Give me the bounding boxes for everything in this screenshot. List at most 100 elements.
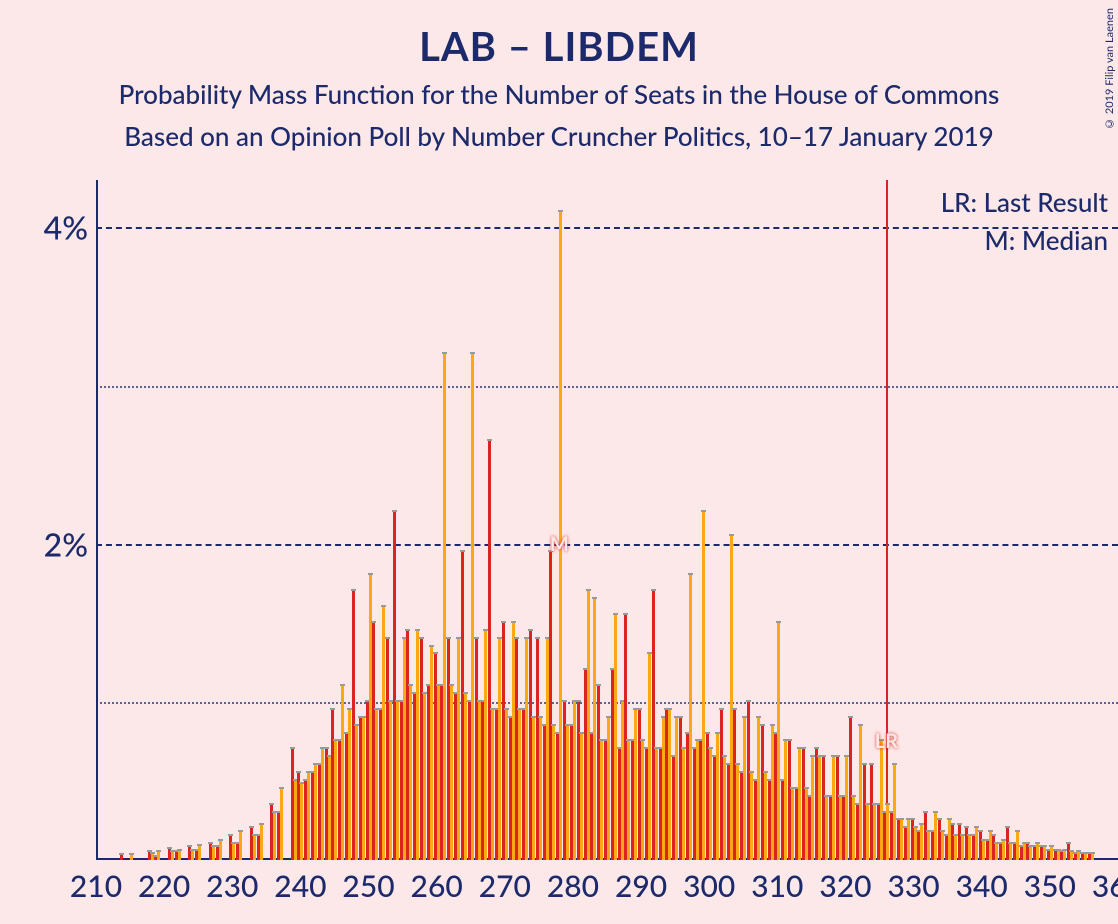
bar-orange [341, 686, 344, 860]
bar-orange [668, 710, 671, 860]
bar-orange [239, 832, 242, 860]
bar-orange [457, 639, 460, 860]
bar-orange [839, 797, 842, 860]
bar-orange [975, 828, 978, 860]
bar-orange [478, 702, 481, 860]
x-tick-label: 270 [479, 868, 531, 904]
bar-orange [273, 813, 276, 860]
last-result-marker: LR [875, 729, 898, 753]
bar-orange [743, 718, 746, 860]
bar-orange [191, 851, 194, 860]
bar-orange [573, 702, 576, 860]
bar-orange [798, 749, 801, 860]
bar-orange [662, 718, 665, 860]
bar-orange [614, 615, 617, 860]
bar-orange [716, 734, 719, 861]
last-result-line [886, 180, 888, 860]
bar-orange [880, 741, 883, 860]
bar-orange [675, 718, 678, 860]
bar-red [120, 855, 123, 860]
x-tick-label: 320 [819, 868, 871, 904]
bar-orange [369, 575, 372, 860]
bar-orange [253, 836, 256, 860]
bar-orange [825, 797, 828, 860]
bar-orange [130, 855, 133, 860]
bar-orange [920, 825, 923, 860]
bar-orange [232, 844, 235, 860]
bar-orange [389, 702, 392, 860]
bar-orange [723, 757, 726, 860]
bar-orange [532, 718, 535, 860]
bar-orange [498, 639, 501, 860]
x-tick-label: 300 [683, 868, 735, 904]
bar-orange [845, 757, 848, 860]
bar-orange [382, 607, 385, 860]
bar-orange [954, 836, 957, 860]
bar-orange [873, 805, 876, 860]
bar-orange [750, 773, 753, 860]
x-tick-label: 280 [547, 868, 599, 904]
bar-orange [600, 741, 603, 860]
x-tick-label: 330 [887, 868, 939, 904]
plot-region: LR: Last Result M: Median MLR [96, 180, 1118, 860]
bar-orange [948, 820, 951, 860]
bar-orange [689, 575, 692, 860]
bar-orange [403, 639, 406, 860]
x-tick-label: 240 [274, 868, 326, 904]
x-tick-label: 210 [70, 868, 122, 904]
x-tick-label: 260 [411, 868, 463, 904]
legend-lr: LR: Last Result [941, 186, 1108, 218]
bar-orange [859, 726, 862, 860]
bar-orange [518, 710, 521, 860]
bar-orange [832, 757, 835, 860]
bar-orange [157, 852, 160, 860]
bar-orange [546, 639, 549, 860]
bar-orange [893, 765, 896, 860]
bar-orange [471, 354, 474, 860]
bar-orange [260, 825, 263, 860]
bar-orange [328, 757, 331, 860]
bar-orange [784, 741, 787, 860]
bar-orange [539, 718, 542, 860]
bar-orange [375, 710, 378, 860]
bar-orange [1009, 844, 1012, 860]
bar-orange [757, 718, 760, 860]
bar-orange [362, 718, 365, 860]
y-axis [96, 180, 98, 860]
bar-orange [607, 718, 610, 860]
bar-orange [907, 820, 910, 860]
x-tick-label: 360 [1092, 868, 1118, 904]
bar-orange [505, 710, 508, 860]
bar-orange [512, 623, 515, 860]
y-tick-label: 2% [44, 524, 88, 563]
bar-orange [171, 852, 174, 860]
bar-orange [423, 694, 426, 860]
x-tick-label: 220 [138, 868, 190, 904]
grid-minor [96, 386, 1118, 388]
bar-orange [927, 832, 930, 860]
bar-orange [450, 686, 453, 860]
bar-orange [1002, 841, 1005, 860]
bar-orange [178, 851, 181, 860]
bar-orange [307, 773, 310, 860]
bar-orange [580, 734, 583, 861]
legend: LR: Last Result M: Median [941, 186, 1108, 262]
bar-orange [709, 749, 712, 860]
x-tick-label: 290 [615, 868, 667, 904]
bar-orange [484, 631, 487, 860]
bar-orange [886, 805, 889, 860]
grid-major [96, 227, 1118, 229]
bar-orange [294, 781, 297, 860]
bar-orange [648, 654, 651, 860]
bar-orange [702, 512, 705, 860]
bar-orange [866, 805, 869, 860]
bar-orange [219, 841, 222, 860]
bar-orange [443, 354, 446, 860]
chart-subtitle-2: Based on an Opinion Poll by Number Crunc… [0, 120, 1118, 152]
chart-subtitle-1: Probability Mass Function for the Number… [0, 78, 1118, 110]
bar-orange [914, 828, 917, 860]
bar-orange [682, 749, 685, 860]
x-tick-label: 340 [956, 868, 1008, 904]
grid-minor [96, 702, 1118, 704]
bar-orange [396, 702, 399, 860]
